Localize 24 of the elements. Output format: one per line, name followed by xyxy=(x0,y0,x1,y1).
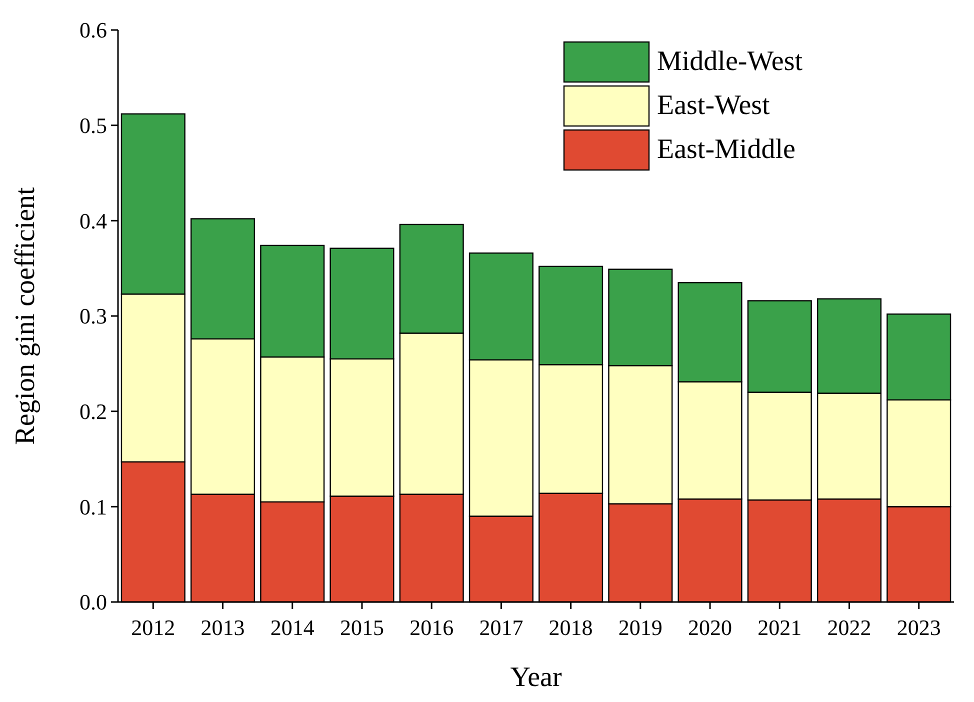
x-tick-label: 2023 xyxy=(896,615,941,640)
y-tick-label: 0.5 xyxy=(80,113,107,138)
x-tick-label: 2021 xyxy=(758,615,802,640)
y-tick-label: 0.2 xyxy=(80,399,107,424)
y-tick-label: 0.3 xyxy=(80,304,107,329)
legend-label: East-Middle xyxy=(657,134,796,165)
x-tick-label: 2014 xyxy=(270,615,314,640)
x-tick-label: 2019 xyxy=(618,615,662,640)
x-tick-label: 2015 xyxy=(340,615,384,640)
x-tick-label: 2012 xyxy=(131,615,176,640)
y-axis-title: Region gini coefficient xyxy=(10,186,41,445)
x-tick-label: 2017 xyxy=(479,615,524,640)
x-tick-label: 2020 xyxy=(688,615,732,640)
y-tick-label: 0.1 xyxy=(80,494,107,520)
x-tick-label: 2013 xyxy=(200,615,245,640)
y-tick-label: 0.4 xyxy=(80,208,107,234)
x-tick-label: 2022 xyxy=(827,615,872,640)
x-tick-label: 2018 xyxy=(548,615,593,640)
y-tick-label: 0.0 xyxy=(80,590,107,615)
legend-label: East-West xyxy=(657,90,770,121)
x-axis-title: Year xyxy=(510,662,562,693)
x-tick-label: 2016 xyxy=(410,615,454,640)
y-tick-label: 0.6 xyxy=(80,18,107,43)
legend-label: Middle-West xyxy=(657,46,803,77)
